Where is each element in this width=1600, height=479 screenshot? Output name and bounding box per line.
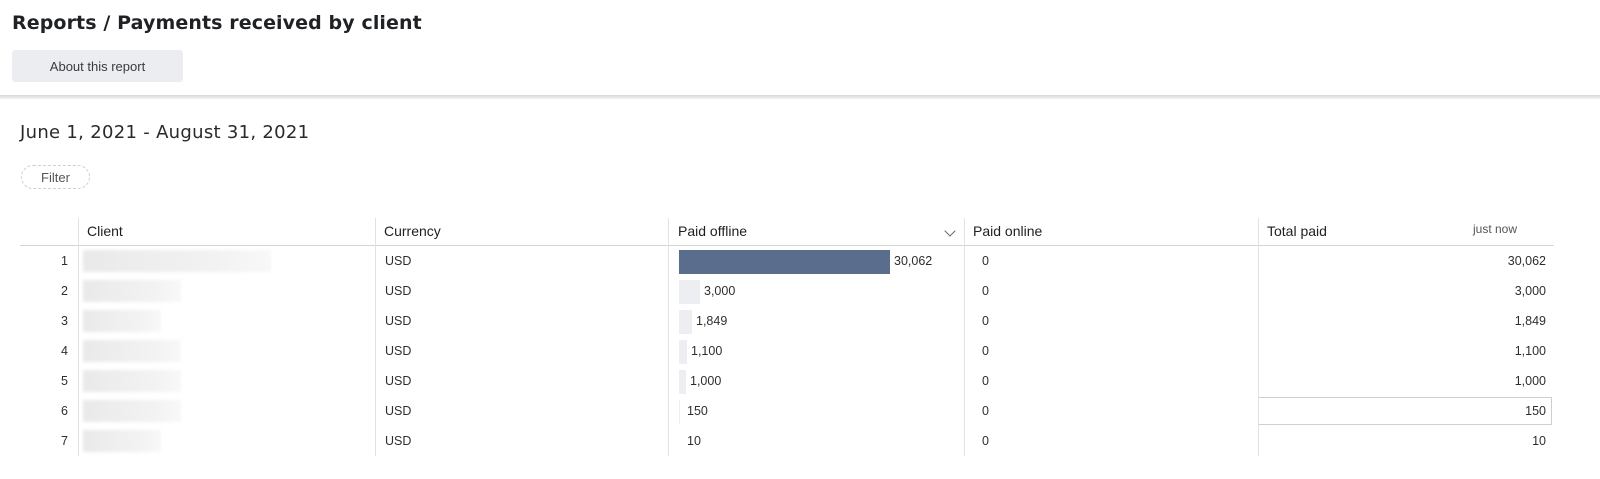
total-paid-cell[interactable]: 10 — [1532, 434, 1546, 448]
client-name-redacted — [83, 280, 181, 302]
paid-online-cell: 0 — [982, 374, 989, 388]
client-name-redacted — [83, 310, 161, 332]
total-paid-cell[interactable]: 1,849 — [1514, 314, 1546, 328]
paid-offline-bar — [679, 250, 890, 274]
row-number: 5 — [61, 374, 68, 388]
report-header: Reports / Payments received by client Ab… — [0, 0, 1600, 96]
row-number: 1 — [61, 254, 68, 268]
row-number: 7 — [61, 434, 68, 448]
column-header-paid-online[interactable]: Paid online — [973, 223, 1043, 239]
paid-offline-cell: 1,000 — [690, 374, 722, 388]
paid-offline-cell: 1,100 — [691, 344, 723, 358]
paid-offline-bar — [679, 370, 686, 394]
table-row[interactable]: 4 USD 1,100 0 1,100 — [20, 336, 1554, 366]
paid-offline-bar — [679, 280, 700, 304]
date-range: June 1, 2021 - August 31, 2021 — [20, 122, 310, 143]
table-row[interactable]: 6 USD 150 0 150 — [20, 396, 1554, 426]
column-divider — [78, 218, 79, 456]
paid-offline-cell: 10 — [687, 434, 701, 448]
column-header-total-paid[interactable]: Total paid — [1267, 223, 1327, 239]
currency-cell: USD — [385, 254, 412, 268]
paid-online-cell: 0 — [982, 254, 989, 268]
column-divider — [375, 218, 376, 456]
total-paid-cell[interactable]: 3,000 — [1514, 284, 1546, 298]
paid-online-cell: 0 — [982, 284, 989, 298]
client-name-redacted — [83, 400, 181, 422]
column-divider — [668, 218, 669, 456]
table-row[interactable]: 7 USD 10 0 10 — [20, 426, 1554, 456]
paid-offline-cell: 1,849 — [696, 314, 728, 328]
total-paid-cell[interactable]: 30,062 — [1507, 254, 1546, 268]
currency-cell: USD — [385, 314, 412, 328]
paid-offline-cell: 3,000 — [704, 284, 736, 298]
about-report-button[interactable]: About this report — [12, 50, 183, 82]
table-row[interactable]: 3 USD 1,849 0 1,849 — [20, 306, 1554, 336]
client-name-redacted — [83, 340, 181, 362]
column-divider — [1258, 218, 1259, 456]
paid-offline-cell: 30,062 — [894, 254, 933, 268]
column-header-client[interactable]: Client — [87, 223, 123, 239]
paid-online-cell: 0 — [982, 404, 989, 418]
currency-cell: USD — [385, 434, 412, 448]
total-paid-cell[interactable]: 1,000 — [1514, 374, 1546, 388]
filter-button[interactable]: Filter — [21, 165, 90, 189]
table-row[interactable]: 1 USD 30,062 0 30,062 — [20, 246, 1554, 276]
client-name-redacted — [83, 430, 161, 452]
paid-offline-cell: 150 — [687, 404, 708, 418]
paid-offline-bar — [679, 400, 680, 424]
report-table: Client Currency Paid offline Paid online… — [20, 218, 1554, 456]
paid-offline-bar — [679, 310, 692, 334]
header-divider — [0, 95, 1600, 99]
row-number: 2 — [61, 284, 68, 298]
currency-cell: USD — [385, 404, 412, 418]
column-header-paid-offline[interactable]: Paid offline — [678, 223, 748, 239]
page-title: Reports / Payments received by client — [12, 12, 422, 34]
column-divider — [964, 218, 965, 456]
refresh-status: just now — [1473, 222, 1518, 236]
paid-offline-bar — [679, 340, 687, 364]
paid-online-cell: 0 — [982, 434, 989, 448]
currency-cell: USD — [385, 374, 412, 388]
table-row[interactable]: 2 USD 3,000 0 3,000 — [20, 276, 1554, 306]
currency-cell: USD — [385, 284, 412, 298]
paid-online-cell: 0 — [982, 344, 989, 358]
table-body: 1 USD 30,062 0 30,062 2 USD 3,000 0 3,000 3 USD 1,84… — [20, 246, 1554, 456]
total-paid-cell[interactable]: 1,100 — [1514, 344, 1546, 358]
paid-online-cell: 0 — [982, 314, 989, 328]
row-number: 3 — [61, 314, 68, 328]
table-header: Client Currency Paid offline Paid online… — [20, 218, 1554, 246]
total-paid-cell[interactable]: 150 — [1525, 404, 1546, 418]
client-name-redacted — [83, 370, 181, 392]
currency-cell: USD — [385, 344, 412, 358]
table-row[interactable]: 5 USD 1,000 0 1,000 — [20, 366, 1554, 396]
row-number: 6 — [61, 404, 68, 418]
column-header-currency[interactable]: Currency — [384, 223, 441, 239]
row-number: 4 — [61, 344, 68, 358]
client-name-redacted — [83, 250, 271, 272]
